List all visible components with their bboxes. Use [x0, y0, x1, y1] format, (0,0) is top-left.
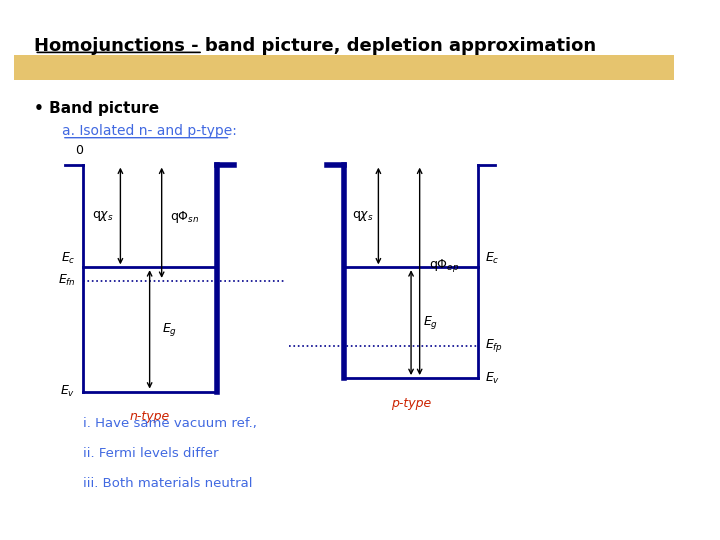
- Text: q$\Phi_{sn}$: q$\Phi_{sn}$: [170, 210, 199, 225]
- Text: ii. Fermi levels differ: ii. Fermi levels differ: [83, 447, 218, 460]
- Text: 0: 0: [75, 144, 83, 157]
- Text: $E_v$: $E_v$: [60, 384, 76, 399]
- FancyBboxPatch shape: [14, 55, 674, 79]
- Text: p-type: p-type: [391, 397, 431, 410]
- Text: q$\chi_s$: q$\chi_s$: [352, 209, 374, 223]
- Text: $E_g$: $E_g$: [162, 321, 177, 338]
- Text: iii. Both materials neutral: iii. Both materials neutral: [83, 477, 252, 490]
- Text: $E_{fp}$: $E_{fp}$: [485, 337, 503, 354]
- Text: $E_c$: $E_c$: [485, 251, 500, 266]
- Text: a. Isolated n- and p-type:: a. Isolated n- and p-type:: [62, 124, 237, 138]
- Text: • Band picture: • Band picture: [35, 100, 160, 116]
- Text: $E_g$: $E_g$: [423, 314, 438, 331]
- Text: $E_c$: $E_c$: [61, 251, 76, 266]
- Text: q$\chi_s$: q$\chi_s$: [92, 209, 114, 223]
- Text: Homojunctions - band picture, depletion approximation: Homojunctions - band picture, depletion …: [35, 37, 597, 55]
- Text: n-type: n-type: [130, 410, 170, 423]
- Text: q$\Phi_{ep}$: q$\Phi_{ep}$: [428, 258, 459, 274]
- Text: $E_{fn}$: $E_{fn}$: [58, 273, 76, 288]
- Text: $E_v$: $E_v$: [485, 370, 500, 386]
- Text: i. Have same vacuum ref.,: i. Have same vacuum ref.,: [83, 417, 256, 430]
